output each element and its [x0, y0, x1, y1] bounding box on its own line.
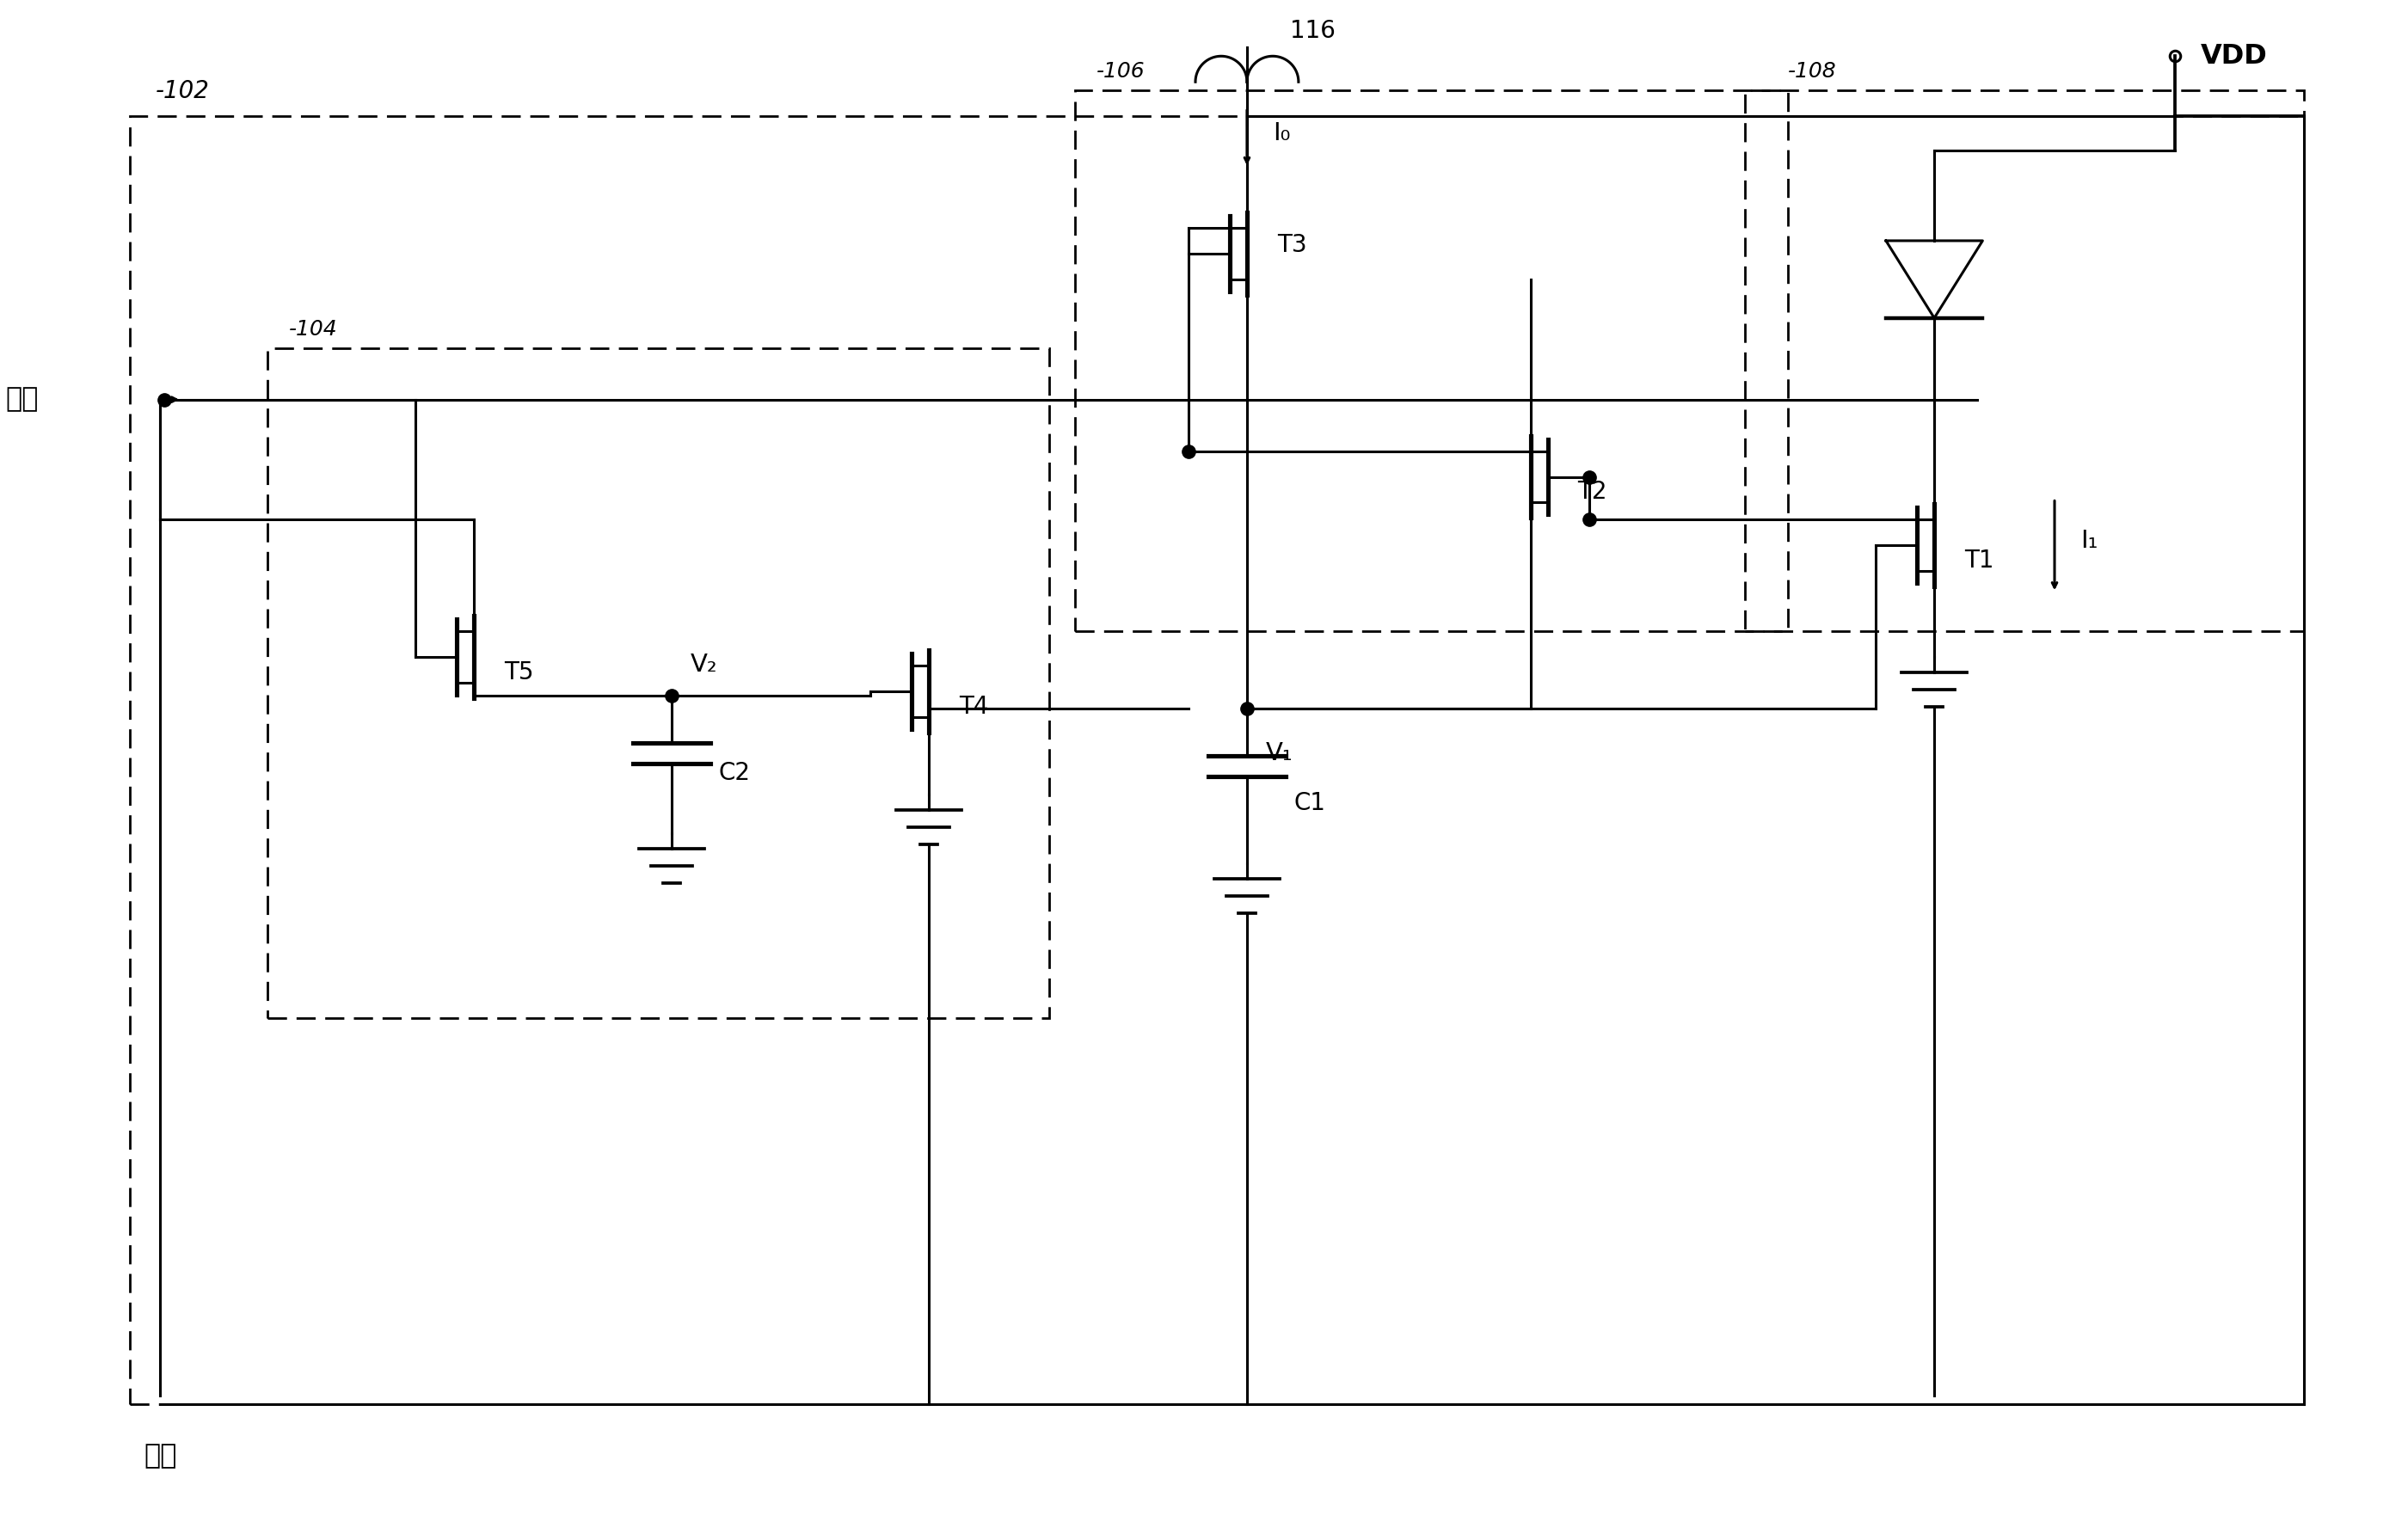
Bar: [130, 117, 2304, 1404]
Text: I₁: I₁: [2081, 529, 2097, 554]
Text: 数据: 数据: [144, 1442, 176, 1470]
Text: -106: -106: [1096, 61, 1146, 81]
Text: -104: -104: [289, 319, 337, 339]
Text: -102: -102: [157, 80, 209, 103]
Bar: [1074, 91, 1789, 632]
Text: T5: T5: [503, 661, 535, 684]
Text: T1: T1: [1965, 549, 1994, 574]
Text: T2: T2: [1577, 480, 1609, 505]
Text: T4: T4: [958, 695, 990, 719]
Bar: [1746, 91, 2304, 632]
Text: V₁: V₁: [1267, 741, 1293, 765]
Text: I₀: I₀: [1274, 121, 1291, 146]
Text: T3: T3: [1276, 233, 1308, 258]
Text: C1: C1: [1293, 792, 1327, 815]
Bar: [267, 348, 1050, 1017]
Text: C2: C2: [718, 761, 751, 785]
Text: 扫描: 扫描: [5, 387, 39, 413]
Text: V₂: V₂: [691, 653, 718, 676]
Text: VDD: VDD: [2201, 43, 2268, 69]
Text: 116: 116: [1291, 20, 1336, 43]
Text: -108: -108: [1789, 61, 1837, 81]
